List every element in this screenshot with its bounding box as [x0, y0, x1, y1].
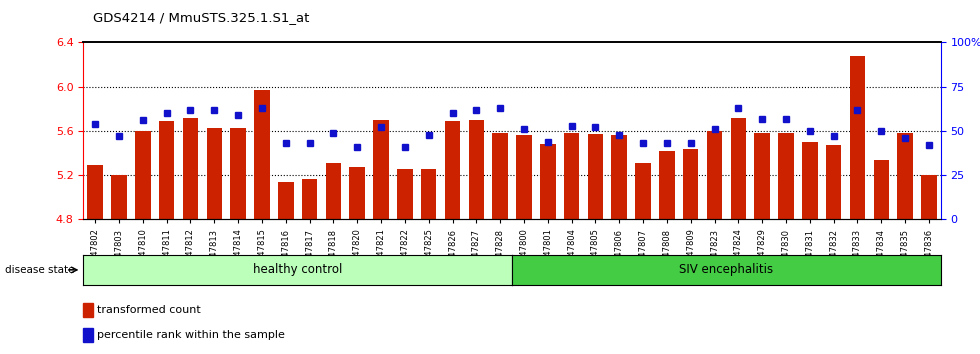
Bar	[707, 131, 722, 219]
Bar	[83, 303, 93, 317]
Bar	[421, 169, 436, 219]
Bar	[87, 165, 103, 219]
Text: GDS4214 / MmuSTS.325.1.S1_at: GDS4214 / MmuSTS.325.1.S1_at	[93, 11, 310, 24]
Bar	[112, 175, 126, 219]
Bar	[278, 182, 293, 219]
Bar	[612, 136, 627, 219]
Text: transformed count: transformed count	[97, 305, 201, 315]
Bar	[873, 160, 889, 219]
Bar	[802, 142, 817, 219]
Bar	[516, 136, 532, 219]
Text: SIV encephalitis: SIV encephalitis	[679, 263, 773, 276]
Bar	[302, 178, 318, 219]
Bar	[660, 151, 674, 219]
Bar	[159, 121, 174, 219]
Bar	[254, 90, 270, 219]
Text: healthy control: healthy control	[253, 263, 342, 276]
Bar	[230, 128, 246, 219]
Bar	[898, 133, 912, 219]
Bar	[755, 133, 770, 219]
Bar	[445, 121, 461, 219]
Bar	[635, 163, 651, 219]
Bar	[588, 134, 603, 219]
Bar	[325, 163, 341, 219]
Bar	[564, 133, 579, 219]
Bar	[373, 120, 389, 219]
Bar	[731, 118, 746, 219]
Bar	[492, 133, 508, 219]
Bar	[540, 144, 556, 219]
Bar	[826, 145, 842, 219]
Text: percentile rank within the sample: percentile rank within the sample	[97, 330, 284, 340]
Text: disease state: disease state	[5, 265, 74, 275]
Bar	[850, 56, 865, 219]
Bar	[207, 128, 222, 219]
Bar	[468, 120, 484, 219]
Bar	[83, 328, 93, 342]
Bar	[921, 175, 937, 219]
Bar	[778, 133, 794, 219]
Bar	[683, 149, 699, 219]
Bar	[135, 131, 151, 219]
Bar	[397, 169, 413, 219]
Bar	[350, 167, 365, 219]
Bar	[182, 118, 198, 219]
